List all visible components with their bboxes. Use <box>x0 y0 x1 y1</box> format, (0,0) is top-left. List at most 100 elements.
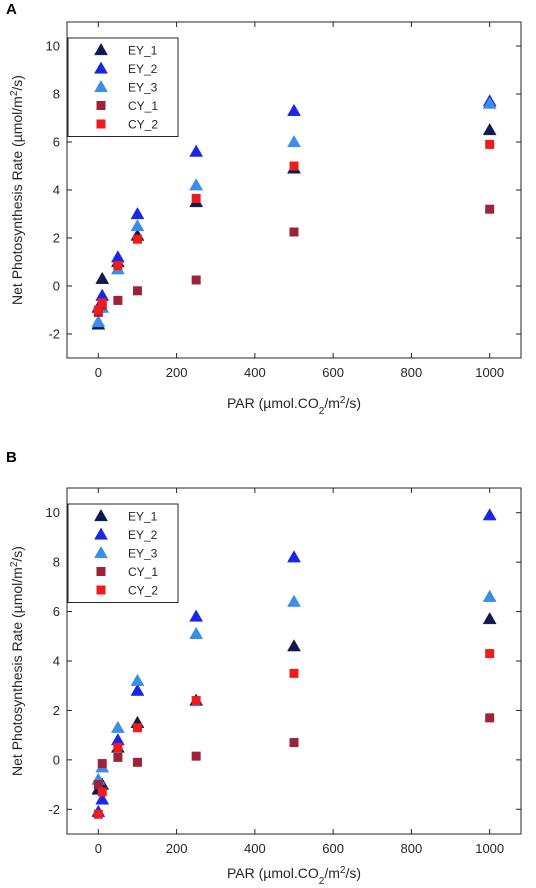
data-point <box>289 738 299 748</box>
legend-label: CY_1 <box>128 565 158 579</box>
x-tick-label: 1000 <box>475 365 504 380</box>
data-point <box>97 759 107 769</box>
legend-box <box>67 503 179 603</box>
x-tick-label: 200 <box>166 841 188 856</box>
legend-marker <box>94 508 108 522</box>
legend-box <box>67 37 179 137</box>
data-point <box>130 683 145 696</box>
data-point <box>113 295 123 305</box>
y-tick-label: 8 <box>53 555 60 570</box>
data-point <box>482 96 497 109</box>
series-ey-2 <box>91 508 497 817</box>
data-point <box>132 234 142 244</box>
data-point <box>191 275 201 285</box>
data-point <box>130 673 145 686</box>
data-point <box>93 780 103 790</box>
data-point <box>130 206 145 220</box>
data-point <box>189 626 204 639</box>
y-tick-label: 0 <box>53 279 60 294</box>
x-tick-label: 200 <box>166 365 188 380</box>
x-tick-label: 800 <box>401 365 423 380</box>
panel-b: B 0 200 400 600 800 1000 -2 0 2 4 6 8 10 PAR (µmol.CO2… <box>6 449 522 887</box>
data-point <box>110 720 125 733</box>
data-point <box>189 178 204 191</box>
data-point <box>289 227 299 237</box>
data-point <box>485 649 495 659</box>
panel-a: A 0 200 400 600 800 1000 -2 0 2 4 6 8 10 PAR (µmol.CO2… <box>6 1 522 417</box>
data-point <box>189 609 204 622</box>
data-point <box>113 261 123 271</box>
y-tick-label: 2 <box>53 703 60 718</box>
data-point <box>287 594 301 607</box>
data-point <box>189 144 204 157</box>
data-point <box>485 204 495 214</box>
data-point <box>287 103 301 116</box>
y-tick-label: 6 <box>53 604 60 619</box>
legend-label: CY_1 <box>128 99 158 113</box>
series-ey-3 <box>91 589 497 785</box>
data-point <box>132 723 142 733</box>
x-tick-label: 400 <box>244 841 266 856</box>
data-point <box>485 139 495 149</box>
data-point <box>97 787 107 797</box>
data-point <box>482 122 497 136</box>
data-point <box>95 792 110 805</box>
legend-label: EY_3 <box>128 81 158 95</box>
x-axis-title: PAR (µmol.CO2/m2/s) <box>227 395 361 417</box>
y-tick-label: 6 <box>53 135 60 150</box>
legend-marker <box>94 527 108 540</box>
y-tick-label: 8 <box>53 87 60 102</box>
data-point <box>132 286 142 296</box>
data-point <box>91 314 106 328</box>
legend-marker <box>96 567 106 576</box>
data-point <box>191 696 201 706</box>
data-point <box>287 134 301 148</box>
panel-letter: B <box>6 449 17 466</box>
data-point <box>191 193 201 203</box>
legend-label: EY_2 <box>128 62 158 76</box>
data-point <box>113 752 123 762</box>
data-point <box>130 218 145 232</box>
data-point <box>485 713 495 723</box>
legend-marker <box>94 79 108 93</box>
x-axis-title: PAR (µmol.CO2/m2/s) <box>227 865 361 887</box>
x-tick-label: 0 <box>95 365 102 380</box>
x-tick-label: 1000 <box>475 841 504 856</box>
y-tick-label: 2 <box>53 231 60 246</box>
data-point <box>482 589 497 602</box>
data-point <box>93 305 103 315</box>
series-cy-1 <box>93 204 495 317</box>
panel-letter: A <box>6 1 17 18</box>
data-point <box>95 271 110 284</box>
y-axis-title: Net Photosynthesis Rate (µmol/m2/s) <box>9 546 26 776</box>
data-point <box>132 757 142 767</box>
series-cy-1 <box>93 713 495 790</box>
series-ey-1 <box>91 611 497 795</box>
y-axis-title: Net Photosynthesis Rate (µmol/m2/s) <box>9 75 26 305</box>
data-point <box>289 668 299 678</box>
data-point <box>93 809 103 819</box>
data-point <box>289 161 299 171</box>
legend-marker <box>94 42 108 56</box>
data-point <box>287 550 301 563</box>
x-tick-label: 600 <box>322 365 344 380</box>
legend-marker <box>94 545 108 559</box>
data-point <box>113 743 123 752</box>
y-tick-label: 10 <box>46 505 60 520</box>
series-cy-2 <box>93 649 495 819</box>
x-tick-label: 0 <box>95 841 102 856</box>
legend-marker <box>96 585 106 595</box>
series-ey-1 <box>91 122 497 330</box>
legend-label: EY_2 <box>128 528 158 542</box>
series-cy-2 <box>93 139 495 315</box>
y-tick-label: 4 <box>53 654 60 669</box>
y-tick-label: 4 <box>53 183 60 198</box>
legend-label: CY_2 <box>128 584 158 598</box>
x-tick-label: 800 <box>401 841 423 856</box>
x-tick-label: 400 <box>244 365 266 380</box>
y-tick-label: -2 <box>48 802 60 817</box>
legend-label: EY_1 <box>128 44 158 58</box>
legend-label: EY_3 <box>128 547 158 561</box>
y-tick-label: 0 <box>53 752 60 767</box>
